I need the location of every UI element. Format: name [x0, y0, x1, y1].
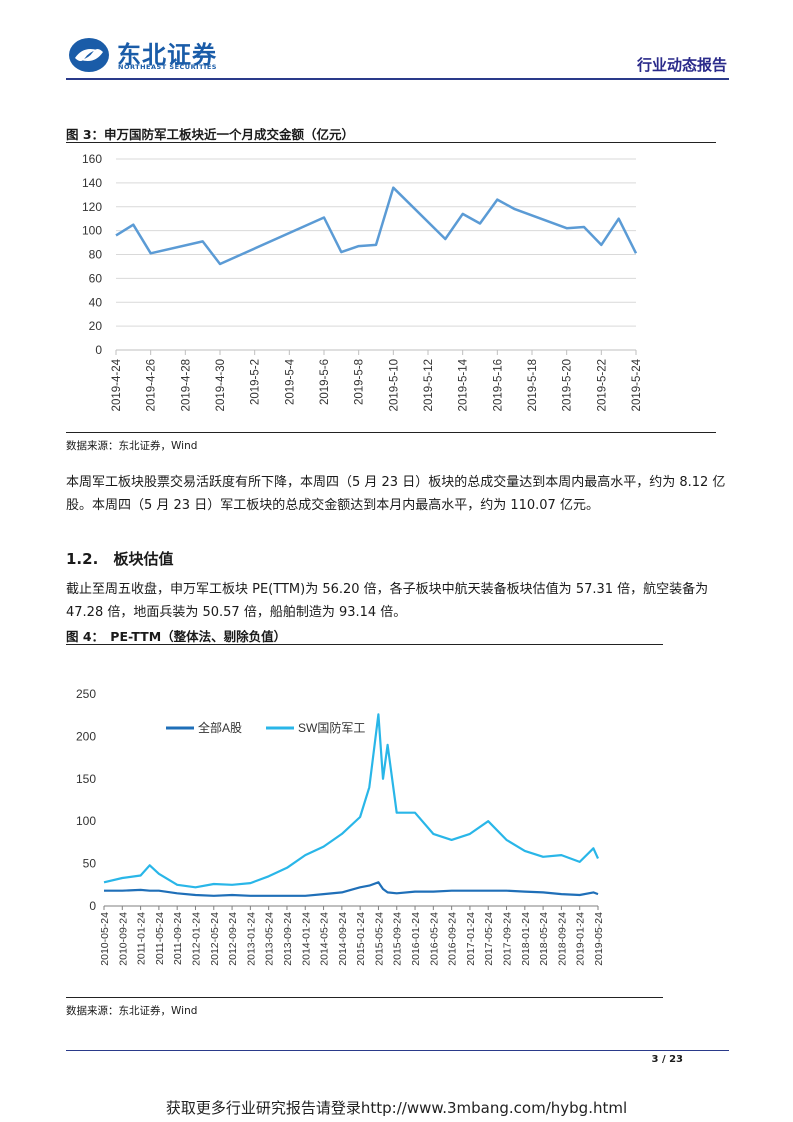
- turnover-line-chart: 0 20 40 60 80 100 120 140 160 2019-4-24 2019-4-26 2…: [82, 152, 643, 411]
- x-tick-label: 2019-5-24: [631, 358, 643, 411]
- brand-name-en: NORTHEAST SECURITIES: [118, 63, 217, 71]
- series-line-sw-defense: [103, 713, 600, 889]
- x-tick-label: 2015-01-24: [355, 912, 367, 966]
- y-tick-label: 0: [95, 343, 102, 357]
- x-tick-label: 2019-4-30: [215, 359, 227, 411]
- header-divider: [66, 78, 729, 80]
- x-tick-label: 2013-01-24: [245, 912, 257, 966]
- x-tick-label: 2019-5-6: [319, 359, 331, 405]
- x-tick-label: 2019-5-4: [284, 358, 296, 405]
- x-tick-label: 2015-09-24: [392, 912, 404, 966]
- x-tick-label: 2019-5-2: [250, 359, 262, 405]
- y-tick-label: 60: [89, 271, 103, 285]
- x-tick-label: 2016-01-24: [410, 912, 422, 966]
- x-tick-label: 2013-09-24: [282, 912, 294, 966]
- footer-divider: [66, 1050, 729, 1051]
- figure4-top-rule: [66, 644, 663, 645]
- figure4-title: 图 4： PE-TTM（整体法、剔除负值）: [66, 629, 287, 644]
- series-line-all-a-shares: [104, 881, 599, 897]
- y-tick-label: 20: [89, 319, 103, 333]
- x-tick-label: 2013-05-24: [264, 912, 276, 966]
- x-tick-label: 2010-05-24: [99, 912, 111, 966]
- figure3-bottom-rule: [66, 432, 716, 433]
- y-tick-label: 40: [89, 295, 103, 309]
- y-tick-label: 0: [89, 899, 96, 913]
- turnover-series-line: [115, 186, 638, 266]
- x-tick-label: 2019-5-18: [527, 359, 539, 411]
- promo-link-text[interactable]: 获取更多行业研究报告请登录http://www.3mbang.com/hybg.…: [165, 1099, 628, 1117]
- y-tick-label: 80: [89, 248, 103, 262]
- x-tick-label: 2019-5-22: [596, 359, 608, 411]
- pe-ttm-line-chart: 0 50 100 150 200 250 2010-05-24 2010-09-24 2011-…: [76, 687, 605, 966]
- y-tick-label: 140: [82, 176, 102, 190]
- x-tick-label: 2018-01-24: [520, 912, 532, 966]
- x-tick-label: 2011-05-24: [154, 912, 166, 965]
- y-tick-label: 100: [76, 814, 96, 828]
- figure3-title: 图 3：申万国防军工板块近一个月成交金额（亿元）: [66, 127, 355, 142]
- y-tick-label: 200: [76, 729, 96, 743]
- x-tick-label: 2014-01-24: [300, 912, 312, 966]
- x-tick-label: 2011-01-24: [136, 912, 148, 965]
- x-tick-label: 2014-09-24: [337, 912, 349, 966]
- x-tick-label: 2018-09-24: [556, 912, 568, 966]
- y-tick-label: 150: [76, 772, 96, 786]
- x-tick-label: 2017-09-24: [502, 912, 514, 966]
- x-tick-label: 2019-5-16: [492, 359, 504, 411]
- x-tick-label: 2011-09-24: [172, 912, 184, 965]
- x-tick-label: 2018-05-24: [538, 912, 550, 966]
- x-tick-label: 2019-01-24: [575, 912, 587, 966]
- y-tick-label: 50: [83, 857, 97, 871]
- figure3-top-rule: [66, 142, 716, 143]
- figure4-bottom-rule: [66, 997, 663, 998]
- y-tick-label: 100: [82, 224, 102, 238]
- brand-name-cn: 东北证券: [117, 41, 217, 69]
- x-tick-label: 2016-09-24: [447, 912, 459, 966]
- x-tick-label: 2019-4-24: [111, 358, 123, 411]
- valuation-paragraph: 截止至周五收盘，申万军工板块 PE(TTM)为 56.20 倍，各子板块中航天装…: [66, 582, 709, 620]
- x-tick-label: 2019-05-24: [593, 912, 605, 966]
- x-tick-label: 2019-4-26: [146, 359, 158, 411]
- x-tick-label: 2012-05-24: [209, 912, 221, 966]
- x-tick-label: 2017-05-24: [483, 912, 495, 966]
- x-tick-label: 2014-05-24: [319, 912, 331, 966]
- page-number: 3 / 23: [651, 1054, 684, 1065]
- section-title: 板块估值: [113, 550, 174, 568]
- x-tick-label: 2019-5-12: [423, 359, 435, 411]
- legend-label: 全部A股: [198, 720, 242, 735]
- x-tick-label: 2016-05-24: [428, 912, 440, 966]
- figure3-source: 数据来源：东北证券，Wind: [66, 440, 198, 452]
- y-tick-label: 160: [82, 152, 102, 166]
- brand-logo-icon: [69, 38, 109, 72]
- x-tick-label: 2019-4-28: [180, 359, 192, 411]
- x-tick-label: 2012-09-24: [227, 912, 239, 966]
- report-type-label: 行业动态报告: [636, 56, 727, 74]
- figure4-source: 数据来源：东北证券，Wind: [66, 1005, 198, 1017]
- x-tick-label: 2019-5-20: [562, 359, 574, 411]
- x-tick-label: 2015-05-24: [373, 912, 385, 966]
- section-number: 1.2.: [66, 550, 99, 568]
- x-tick-label: 2019-5-10: [388, 359, 400, 411]
- x-tick-label: 2019-5-8: [354, 359, 366, 405]
- x-tick-label: 2010-09-24: [117, 912, 129, 966]
- x-tick-label: 2019-5-14: [458, 358, 470, 411]
- x-tick-label: 2012-01-24: [190, 912, 202, 966]
- y-tick-label: 250: [76, 687, 96, 701]
- legend-label: SW国防军工: [298, 720, 365, 735]
- section-heading: 1.2. 板块估值: [66, 548, 174, 569]
- weekly-turnover-paragraph: 本周军工板块股票交易活跃度有所下降，本周四（5 月 23 日）板块的总成交量达到…: [66, 475, 726, 513]
- x-tick-label: 2017-01-24: [465, 912, 477, 966]
- y-tick-label: 120: [82, 200, 102, 214]
